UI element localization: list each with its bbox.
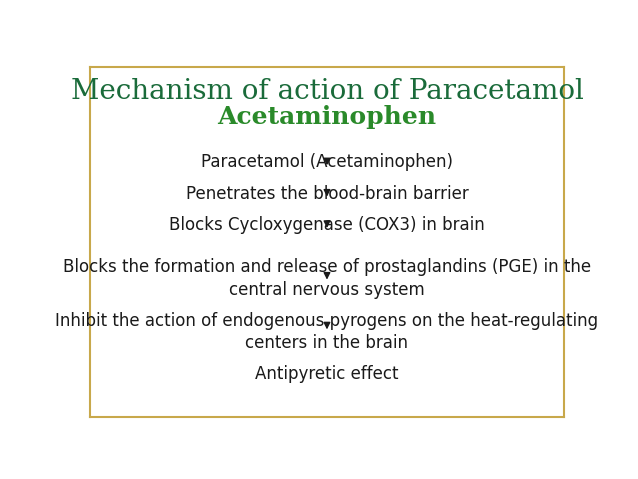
Text: Blocks the formation and release of prostaglandins (PGE) in the
central nervous : Blocks the formation and release of pros… [63, 259, 591, 299]
Text: Penetrates the blood-brain barrier: Penetrates the blood-brain barrier [186, 185, 468, 203]
Text: Antipyretic effect: Antipyretic effect [255, 365, 399, 384]
Text: Inhibit the action of endogenous pyrogens on the heat-regulating
centers in the : Inhibit the action of endogenous pyrogen… [56, 312, 598, 352]
Text: Acetaminophen: Acetaminophen [218, 105, 436, 129]
Text: Blocks Cycloxygenase (COX3) in brain: Blocks Cycloxygenase (COX3) in brain [169, 216, 485, 234]
Text: Mechanism of action of Paracetamol: Mechanism of action of Paracetamol [71, 78, 583, 105]
Text: Paracetamol (Acetaminophen): Paracetamol (Acetaminophen) [201, 153, 453, 171]
